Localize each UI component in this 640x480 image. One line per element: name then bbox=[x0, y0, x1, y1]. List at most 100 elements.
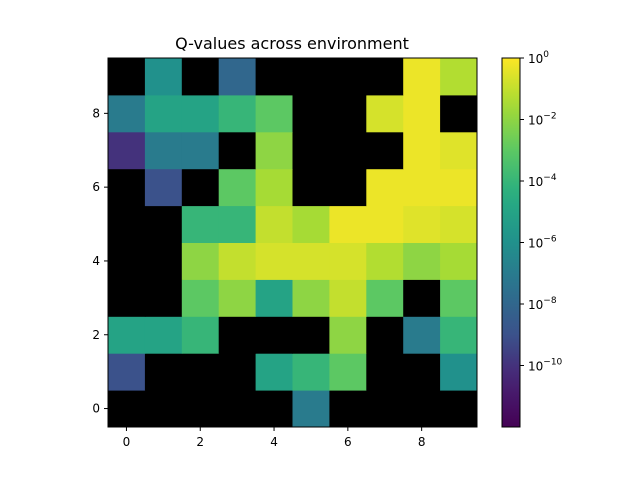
heatmap-cell bbox=[403, 94, 441, 133]
heatmap-cell bbox=[440, 353, 478, 391]
heatmap-cell-masked bbox=[366, 131, 404, 170]
colorbar-tick-label: 10−4 bbox=[528, 173, 557, 189]
heatmap-cell-masked bbox=[366, 58, 404, 96]
heatmap-cell bbox=[218, 58, 257, 96]
heatmap-cell bbox=[440, 58, 478, 96]
heatmap-cell-masked bbox=[108, 242, 146, 280]
colorbar bbox=[501, 57, 521, 428]
heatmap-cell bbox=[144, 94, 183, 133]
heatmap-cell-masked bbox=[440, 94, 478, 133]
colorbar-tick-label: 10−8 bbox=[528, 296, 557, 312]
heatmap-cell bbox=[366, 205, 404, 243]
heatmap-cell-masked bbox=[181, 58, 220, 96]
heatmap-cell bbox=[440, 168, 478, 207]
heatmap-cell bbox=[255, 205, 293, 243]
heatmap-cell-masked bbox=[403, 279, 441, 317]
heatmap-cell-masked bbox=[329, 168, 367, 207]
heatmap-cell-masked bbox=[403, 353, 441, 391]
heatmap-cell-masked bbox=[144, 353, 183, 391]
heatmap-cell-masked bbox=[366, 316, 404, 354]
heatmap-cell bbox=[440, 279, 478, 317]
heatmap-cell-masked bbox=[366, 390, 404, 428]
colorbar-tick-label: 10−10 bbox=[528, 358, 563, 374]
heatmap-cell-masked bbox=[292, 131, 330, 170]
heatmap-cell-masked bbox=[255, 58, 293, 96]
heatmap-cell bbox=[108, 94, 146, 133]
heatmap-cell-masked bbox=[255, 390, 293, 428]
heatmap-cell-masked bbox=[292, 94, 330, 133]
x-tick-label: 6 bbox=[344, 435, 352, 449]
heatmap-cell bbox=[366, 279, 404, 317]
x-tick-label: 8 bbox=[418, 435, 426, 449]
heatmap-cell-masked bbox=[181, 353, 220, 391]
heatmap-cell bbox=[218, 242, 257, 280]
heatmap-cell bbox=[329, 242, 367, 280]
heatmap-cell-masked bbox=[144, 390, 183, 428]
heatmap-cell bbox=[255, 94, 293, 133]
heatmap-cell-masked bbox=[329, 390, 367, 428]
chart-title: Q-values across environment bbox=[175, 34, 409, 53]
heatmap-cell bbox=[403, 205, 441, 243]
y-tick-label: 8 bbox=[92, 106, 100, 120]
heatmap-cell-masked bbox=[108, 58, 146, 96]
heatmap-cell-masked bbox=[218, 131, 257, 170]
heatmap-cell-masked bbox=[329, 131, 367, 170]
heatmap-cell bbox=[329, 279, 367, 317]
heatmap-cell-masked bbox=[108, 168, 146, 207]
colorbar-ticks: 100 10−2 10−4 10−6 10−8 10−10 bbox=[520, 50, 563, 374]
heatmap-cell-masked bbox=[218, 390, 257, 428]
heatmap-cell bbox=[403, 168, 441, 207]
y-axis: 0 2 4 6 8 bbox=[92, 106, 108, 416]
heatmap-cell bbox=[108, 316, 146, 354]
heatmap-cell-masked bbox=[218, 353, 257, 391]
x-tick-label: 0 bbox=[123, 435, 131, 449]
heatmap-cell-masked bbox=[108, 279, 146, 317]
heatmap-cell-masked bbox=[366, 353, 404, 391]
colorbar-tick-label: 100 bbox=[528, 50, 549, 66]
heatmap-cell bbox=[181, 205, 220, 243]
heatmap-cell bbox=[144, 168, 183, 207]
heatmap-cell bbox=[144, 316, 183, 354]
heatmap-cell bbox=[440, 316, 478, 354]
heatmap-cell bbox=[255, 168, 293, 207]
heatmap-cell bbox=[329, 205, 367, 243]
heatmap-cell bbox=[292, 390, 330, 428]
heatmap-cell-masked bbox=[329, 58, 367, 96]
heatmap-cell-masked bbox=[329, 94, 367, 133]
heatmap-cell bbox=[144, 131, 183, 170]
y-tick-label: 0 bbox=[92, 402, 100, 416]
heatmap-cell bbox=[292, 279, 330, 317]
heatmap-cell bbox=[255, 353, 293, 391]
heatmap-cell-masked bbox=[292, 168, 330, 207]
heatmap-cell bbox=[440, 242, 478, 280]
heatmap-cell-masked bbox=[144, 242, 183, 280]
heatmap-cell-masked bbox=[181, 390, 220, 428]
heatmap-cell-masked bbox=[108, 390, 146, 428]
heatmap-cell-masked bbox=[292, 58, 330, 96]
heatmap-cell bbox=[255, 242, 293, 280]
heatmap-cell bbox=[366, 94, 404, 133]
heatmap-cell bbox=[255, 279, 293, 317]
heatmap-cell bbox=[403, 316, 441, 354]
heatmap-cell bbox=[181, 131, 220, 170]
heatmap-cell bbox=[218, 168, 257, 207]
colorbar-tick-label: 10−2 bbox=[528, 112, 557, 128]
plot-frame bbox=[107, 57, 478, 428]
heatmap-cell bbox=[403, 242, 441, 280]
heatmap-cell bbox=[292, 242, 330, 280]
heatmap-cell bbox=[329, 316, 367, 354]
heatmap-cell bbox=[366, 168, 404, 207]
heatmap-cell bbox=[181, 316, 220, 354]
heatmap-cell bbox=[403, 58, 441, 96]
heatmap-cell bbox=[144, 58, 183, 96]
heatmap-cell-masked bbox=[440, 390, 478, 428]
heatmap-cell bbox=[366, 242, 404, 280]
heatmap-cell bbox=[218, 205, 257, 243]
heatmap-cell bbox=[292, 353, 330, 391]
heatmap-cells bbox=[108, 58, 478, 428]
heatmap-cell-masked bbox=[292, 316, 330, 354]
heatmap-cell bbox=[181, 242, 220, 280]
y-tick-label: 4 bbox=[92, 254, 100, 268]
heatmap-cell-masked bbox=[218, 316, 257, 354]
